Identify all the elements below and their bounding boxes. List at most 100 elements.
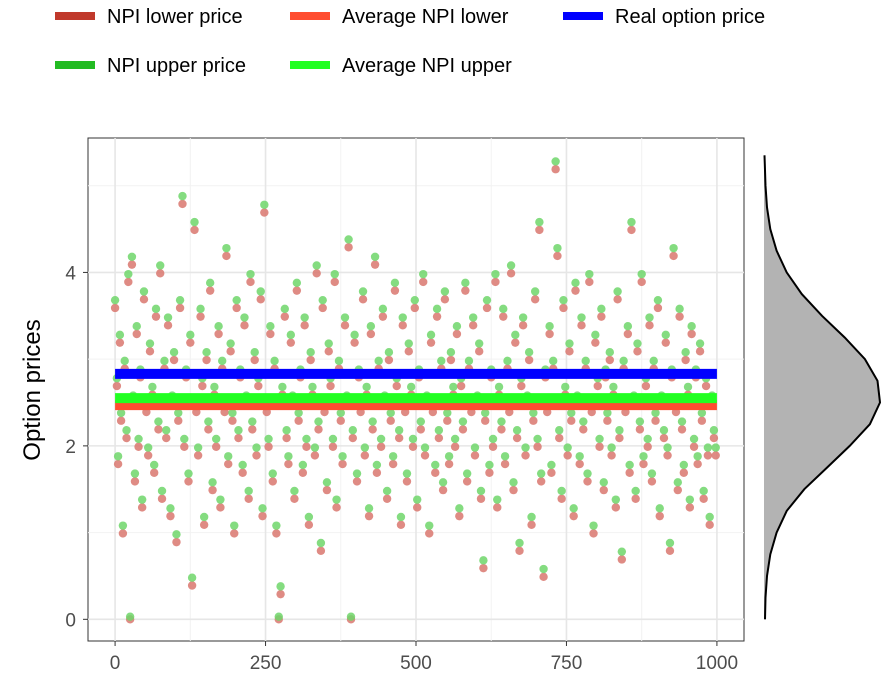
npi-upper-point — [208, 478, 217, 487]
npi-upper-point — [286, 330, 296, 340]
npi-lower-point — [304, 520, 314, 529]
npi-upper-point — [316, 538, 326, 548]
npi-lower-point — [338, 459, 347, 469]
npi-upper-point — [561, 382, 570, 392]
npi-upper-point — [386, 408, 395, 418]
npi-upper-point — [366, 321, 376, 331]
npi-lower-point — [613, 295, 622, 304]
npi-lower-point — [130, 477, 140, 486]
npi-lower-point — [593, 381, 602, 391]
npi-lower-point — [555, 433, 564, 443]
npi-upper-point — [374, 356, 383, 366]
x-tick-label: 250 — [250, 653, 282, 674]
npi-lower-point — [476, 494, 486, 503]
legend-label: Average NPI upper — [342, 55, 512, 77]
npi-upper-point — [226, 339, 235, 348]
npi-upper-point — [218, 356, 227, 366]
npi-lower-point — [256, 295, 265, 304]
npi-upper-point — [615, 426, 624, 435]
npi-lower-point — [272, 529, 281, 538]
npi-upper-point — [210, 382, 219, 392]
npi-lower-point — [282, 433, 291, 443]
npi-lower-point — [190, 225, 199, 235]
npi-lower-point — [232, 303, 241, 313]
npi-lower-point — [524, 355, 534, 365]
npi-lower-point — [631, 494, 640, 503]
npi-upper-point — [137, 495, 147, 504]
npi-upper-point — [180, 434, 189, 444]
npi-upper-point — [388, 452, 398, 461]
npi-upper-point — [398, 313, 407, 322]
npi-upper-point — [216, 495, 225, 504]
npi-upper-point — [132, 321, 141, 331]
x-tick-label: 500 — [400, 653, 432, 674]
npi-upper-point — [575, 452, 584, 461]
npi-upper-point — [687, 321, 696, 331]
npi-lower-point — [276, 589, 285, 599]
npi-lower-point — [470, 451, 480, 460]
npi-upper-point — [274, 612, 283, 621]
npi-upper-point — [437, 356, 446, 366]
npi-lower-point — [677, 425, 687, 434]
npi-upper-point — [583, 469, 592, 478]
npi-lower-point — [196, 312, 205, 321]
npi-lower-point — [326, 381, 335, 391]
npi-upper-point — [464, 356, 474, 366]
npi-upper-point — [390, 278, 400, 288]
y-axis: 0 2 4 — [65, 263, 88, 631]
npi-lower-point — [663, 451, 672, 460]
npi-upper-point — [645, 313, 654, 322]
npi-lower-point — [699, 494, 708, 503]
npi-upper-point — [396, 512, 406, 522]
npi-upper-point — [426, 330, 436, 340]
npi-upper-point — [665, 538, 675, 548]
npi-upper-point — [234, 426, 243, 435]
npi-upper-point — [368, 417, 377, 426]
npi-lower-point — [665, 546, 675, 556]
npi-upper-point — [352, 469, 362, 478]
npi-lower-point — [280, 312, 289, 321]
npi-upper-point — [402, 469, 412, 478]
npi-upper-point — [631, 486, 640, 496]
npi-upper-point — [308, 382, 317, 392]
npi-upper-point — [637, 269, 646, 279]
npi-lower-point — [485, 468, 494, 477]
npi-lower-point — [529, 416, 538, 425]
npi-upper-point — [118, 521, 128, 530]
npi-lower-point — [653, 303, 663, 313]
npi-upper-point — [272, 521, 281, 530]
npi-lower-point — [443, 416, 452, 425]
npi-lower-point — [122, 433, 131, 443]
npi-lower-point — [352, 477, 362, 486]
npi-upper-point — [238, 460, 247, 470]
npi-upper-point — [116, 408, 126, 418]
npi-lower-point — [370, 260, 380, 269]
npi-upper-point — [675, 304, 684, 314]
npi-upper-point — [603, 408, 612, 418]
npi-upper-point — [169, 348, 179, 357]
npi-lower-point — [709, 433, 719, 443]
npi-upper-point — [689, 434, 699, 444]
npi-lower-point — [314, 425, 323, 434]
npi-upper-point — [404, 339, 413, 348]
npi-lower-point — [366, 329, 376, 339]
npi-upper-point — [162, 426, 171, 435]
npi-upper-point — [533, 434, 542, 444]
npi-lower-point — [711, 451, 720, 460]
npi-upper-point — [419, 269, 428, 279]
legend-key — [55, 61, 95, 69]
npi-upper-point — [655, 504, 664, 513]
npi-lower-point — [324, 347, 333, 356]
npi-lower-point — [184, 477, 193, 486]
npi-lower-point — [695, 347, 705, 356]
npi-upper-point — [224, 452, 233, 461]
x-tick-label: 0 — [110, 653, 121, 674]
npi-lower-point — [134, 442, 143, 451]
npi-lower-point — [425, 529, 434, 538]
npi-lower-point — [591, 338, 600, 347]
npi-upper-point — [186, 330, 195, 340]
npi-upper-point — [461, 278, 470, 288]
npi-upper-point — [697, 408, 707, 418]
npi-lower-point — [214, 329, 223, 339]
npi-upper-point — [518, 313, 528, 322]
